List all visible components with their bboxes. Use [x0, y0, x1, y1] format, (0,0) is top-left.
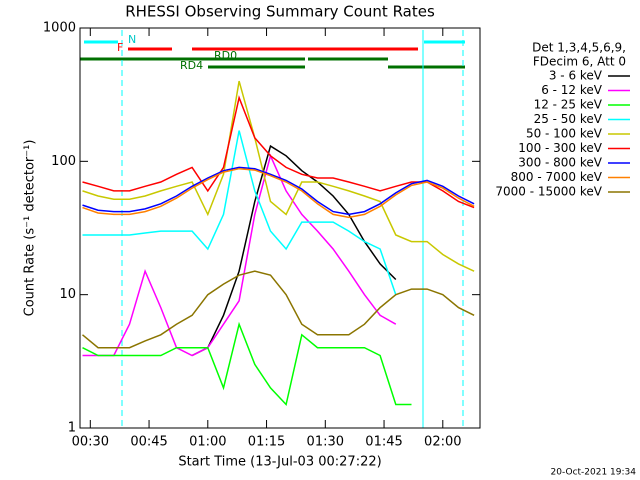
legend-label: 50 - 100 keV [526, 127, 603, 141]
x-tick-label: 01:15 [248, 435, 285, 450]
legend-label: 7000 - 15000 keV [495, 185, 602, 199]
legend-label: 100 - 300 keV [518, 141, 602, 155]
y-tick-label: 10 [59, 287, 76, 302]
x-tick-label: 00:45 [130, 435, 167, 450]
y-tick-label: 1 [68, 421, 76, 436]
x-tick-label: 01:30 [307, 435, 344, 450]
series-line [82, 167, 475, 219]
series-line [82, 153, 397, 357]
flag-label: RD0 [214, 49, 237, 62]
legend-label: 800 - 7000 keV [511, 170, 603, 184]
x-tick-label: 02:00 [424, 435, 461, 450]
legend-header: Det 1,3,4,5,6,9, [532, 41, 626, 55]
legend-label: 12 - 25 keV [534, 98, 603, 112]
x-tick-label: 01:45 [365, 435, 402, 450]
y-tick-label: 1000 [43, 21, 76, 36]
series-line [82, 166, 475, 216]
timestamp: 20-Oct-2021 19:34 [551, 468, 637, 478]
series-line [82, 321, 412, 407]
series-line [82, 95, 475, 209]
flag-label: F [117, 41, 123, 54]
y-tick-label: 100 [51, 154, 76, 169]
series-line [82, 270, 475, 349]
flag-bars [80, 30, 465, 428]
flag-label: RD4 [180, 59, 203, 72]
legend-label: 300 - 800 keV [518, 156, 602, 170]
x-axis-label: Start Time (13-Jul-03 00:27:22) [178, 455, 381, 470]
legend-label: 6 - 12 keV [541, 83, 603, 97]
legend-label: 25 - 50 keV [534, 112, 603, 126]
legend-label: 3 - 6 keV [549, 69, 603, 83]
x-tick-label: 00:30 [72, 435, 109, 450]
flag-label: N [128, 33, 136, 46]
plot-frame [79, 27, 481, 429]
x-tick-label: 01:00 [189, 435, 226, 450]
series-line [82, 130, 397, 295]
chart-title: RHESSI Observing Summary Count Rates [125, 3, 435, 21]
series-line [82, 80, 475, 272]
series-line [191, 144, 397, 357]
legend-header: FDecim 6, Att 0 [533, 55, 626, 69]
y-axis-label: Count Rate (s⁻¹ detector⁻¹) [23, 140, 38, 317]
